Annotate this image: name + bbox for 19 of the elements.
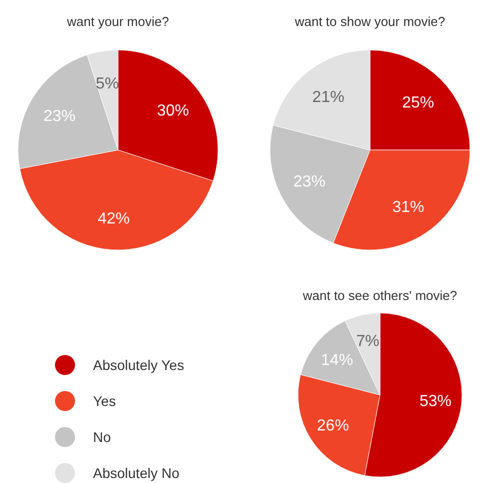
legend-label: Yes xyxy=(93,392,116,409)
legend-label: Absolutely Yes xyxy=(93,356,184,373)
data-label: 26% xyxy=(316,417,349,434)
data-label: 21% xyxy=(312,88,344,106)
chart-title: want to show your movie? xyxy=(294,14,446,29)
data-label: 53% xyxy=(419,392,452,410)
data-label: 42% xyxy=(98,210,130,228)
data-label: 23% xyxy=(293,173,326,190)
data-label: 14% xyxy=(321,352,354,370)
legend-label: No xyxy=(93,428,112,445)
data-label: 31% xyxy=(392,198,424,216)
legend-label: Absolutely No xyxy=(93,464,180,481)
data-label: 30% xyxy=(157,102,190,120)
data-label: 23% xyxy=(43,108,76,125)
data-label: 7% xyxy=(356,333,380,350)
chart-title: want to see others' movie? xyxy=(302,288,458,303)
data-label: 5% xyxy=(96,75,119,92)
chart-title: want your movie? xyxy=(66,14,169,29)
data-label: 25% xyxy=(402,94,434,112)
